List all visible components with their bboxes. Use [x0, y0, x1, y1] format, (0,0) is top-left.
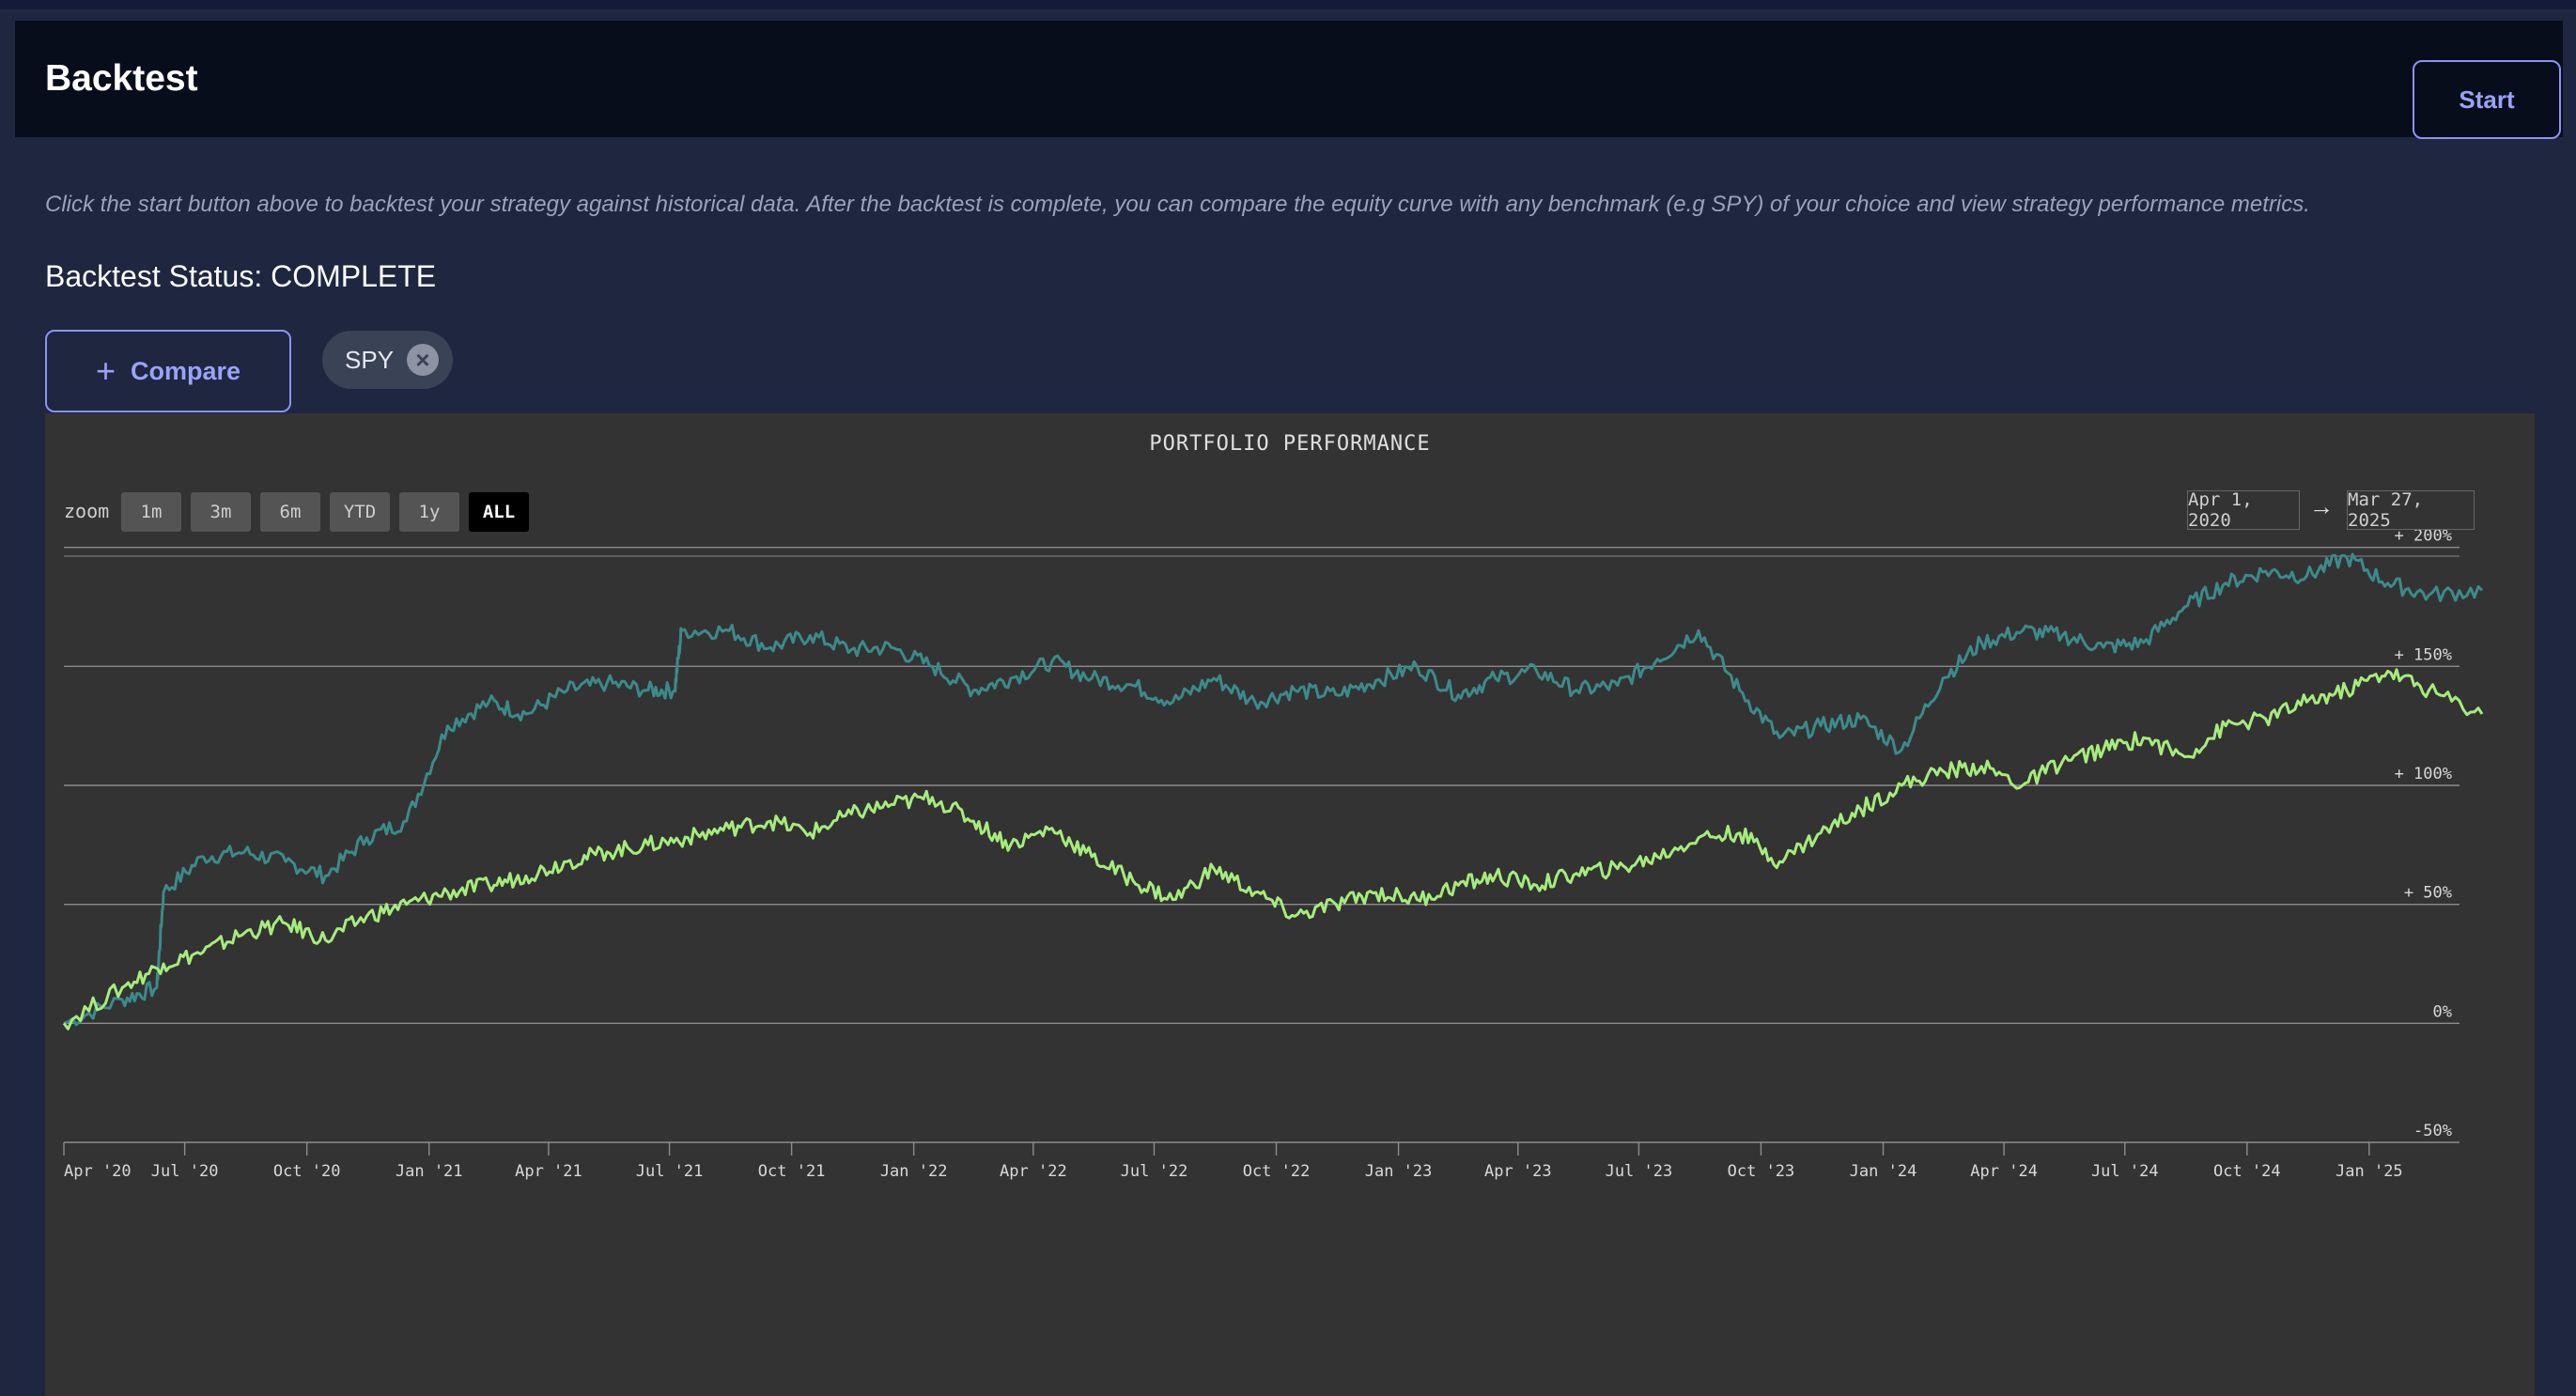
compare-label: Compare: [131, 356, 241, 385]
compare-button[interactable]: + Compare: [45, 330, 291, 412]
x-tick-label: Jan '24: [1850, 1162, 1917, 1181]
x-tick-label: Oct '23: [1728, 1162, 1795, 1181]
zoom-6m-button[interactable]: 6m: [260, 492, 320, 532]
x-tick-label: Jul '21: [636, 1162, 704, 1181]
zoom-1y-button[interactable]: 1y: [399, 492, 459, 532]
x-tick-label: Jan '25: [2335, 1162, 2403, 1181]
y-tick-label: -50%: [2413, 1122, 2452, 1140]
chart-canvas: -50% 0% + 50% + 100% + 150% + 200% Apr '20 Jul …: [62, 527, 2484, 1181]
y-tick-label: + 100%: [2395, 765, 2452, 783]
x-tick-label: Oct '24: [2213, 1162, 2281, 1181]
x-tick-label: Oct '22: [1243, 1162, 1311, 1181]
x-tick-label: Jul '20: [151, 1162, 219, 1181]
date-to-input[interactable]: Mar 27, 2025: [2347, 489, 2475, 531]
intro-text: Click the start button above to backtest…: [45, 192, 2310, 217]
x-tick-label: Jan '21: [396, 1162, 463, 1181]
x-tick-label: Apr '23: [1484, 1162, 1552, 1181]
app-header: Backtest Start: [15, 21, 2563, 139]
x-tick-label: Jan '23: [1365, 1162, 1433, 1181]
x-tick-label: Oct '20: [273, 1162, 341, 1181]
y-tick-label: + 200%: [2395, 527, 2452, 546]
x-tick-label: Jan '22: [880, 1162, 948, 1181]
x-tick-label: Apr '21: [515, 1162, 582, 1181]
x-tick-label: Apr '20: [64, 1162, 132, 1181]
close-icon[interactable]: ×: [407, 344, 439, 376]
zoom-ytd-button[interactable]: YTD: [330, 492, 390, 532]
top-accent-bar: [0, 0, 2576, 9]
zoom-all-button[interactable]: ALL: [469, 492, 529, 532]
x-tick-label: Apr '22: [1000, 1162, 1067, 1181]
x-tick-label: Oct '21: [758, 1162, 826, 1181]
portfolio-performance-chart: -50% 0% + 50% + 100% + 150% + 200% Apr '20 Jul …: [45, 413, 2535, 1396]
start-button[interactable]: Start: [2413, 60, 2561, 139]
y-tick-label: 0%: [2433, 1002, 2452, 1021]
zoom-1m-button[interactable]: 1m: [121, 492, 181, 532]
arrow-right-icon: →: [2309, 492, 2334, 520]
zoom-label: zoom: [64, 500, 110, 522]
chart-title: PORTFOLIO PERFORMANCE: [1149, 432, 1431, 456]
spy-benchmark-line: [62, 668, 2484, 1031]
page-title: Backtest: [45, 58, 198, 99]
x-tick-label: Apr '24: [1970, 1162, 2038, 1181]
backtest-status: Backtest Status: COMPLETE: [45, 259, 437, 293]
plus-icon: +: [95, 351, 116, 390]
y-tick-label: + 50%: [2404, 884, 2452, 903]
x-tick-label: Jul '22: [1121, 1162, 1188, 1181]
x-tick-label: Jul '23: [1606, 1162, 1673, 1181]
benchmark-chip-spy: SPY ×: [322, 331, 453, 389]
strategy-equity-line: [63, 552, 2484, 1027]
zoom-3m-button[interactable]: 3m: [191, 492, 251, 532]
x-tick-label: Jul '24: [2091, 1162, 2159, 1181]
benchmark-chip-label: SPY: [345, 345, 395, 374]
y-tick-label: + 150%: [2395, 645, 2452, 664]
date-from-input[interactable]: Apr 1, 2020: [2187, 489, 2300, 531]
